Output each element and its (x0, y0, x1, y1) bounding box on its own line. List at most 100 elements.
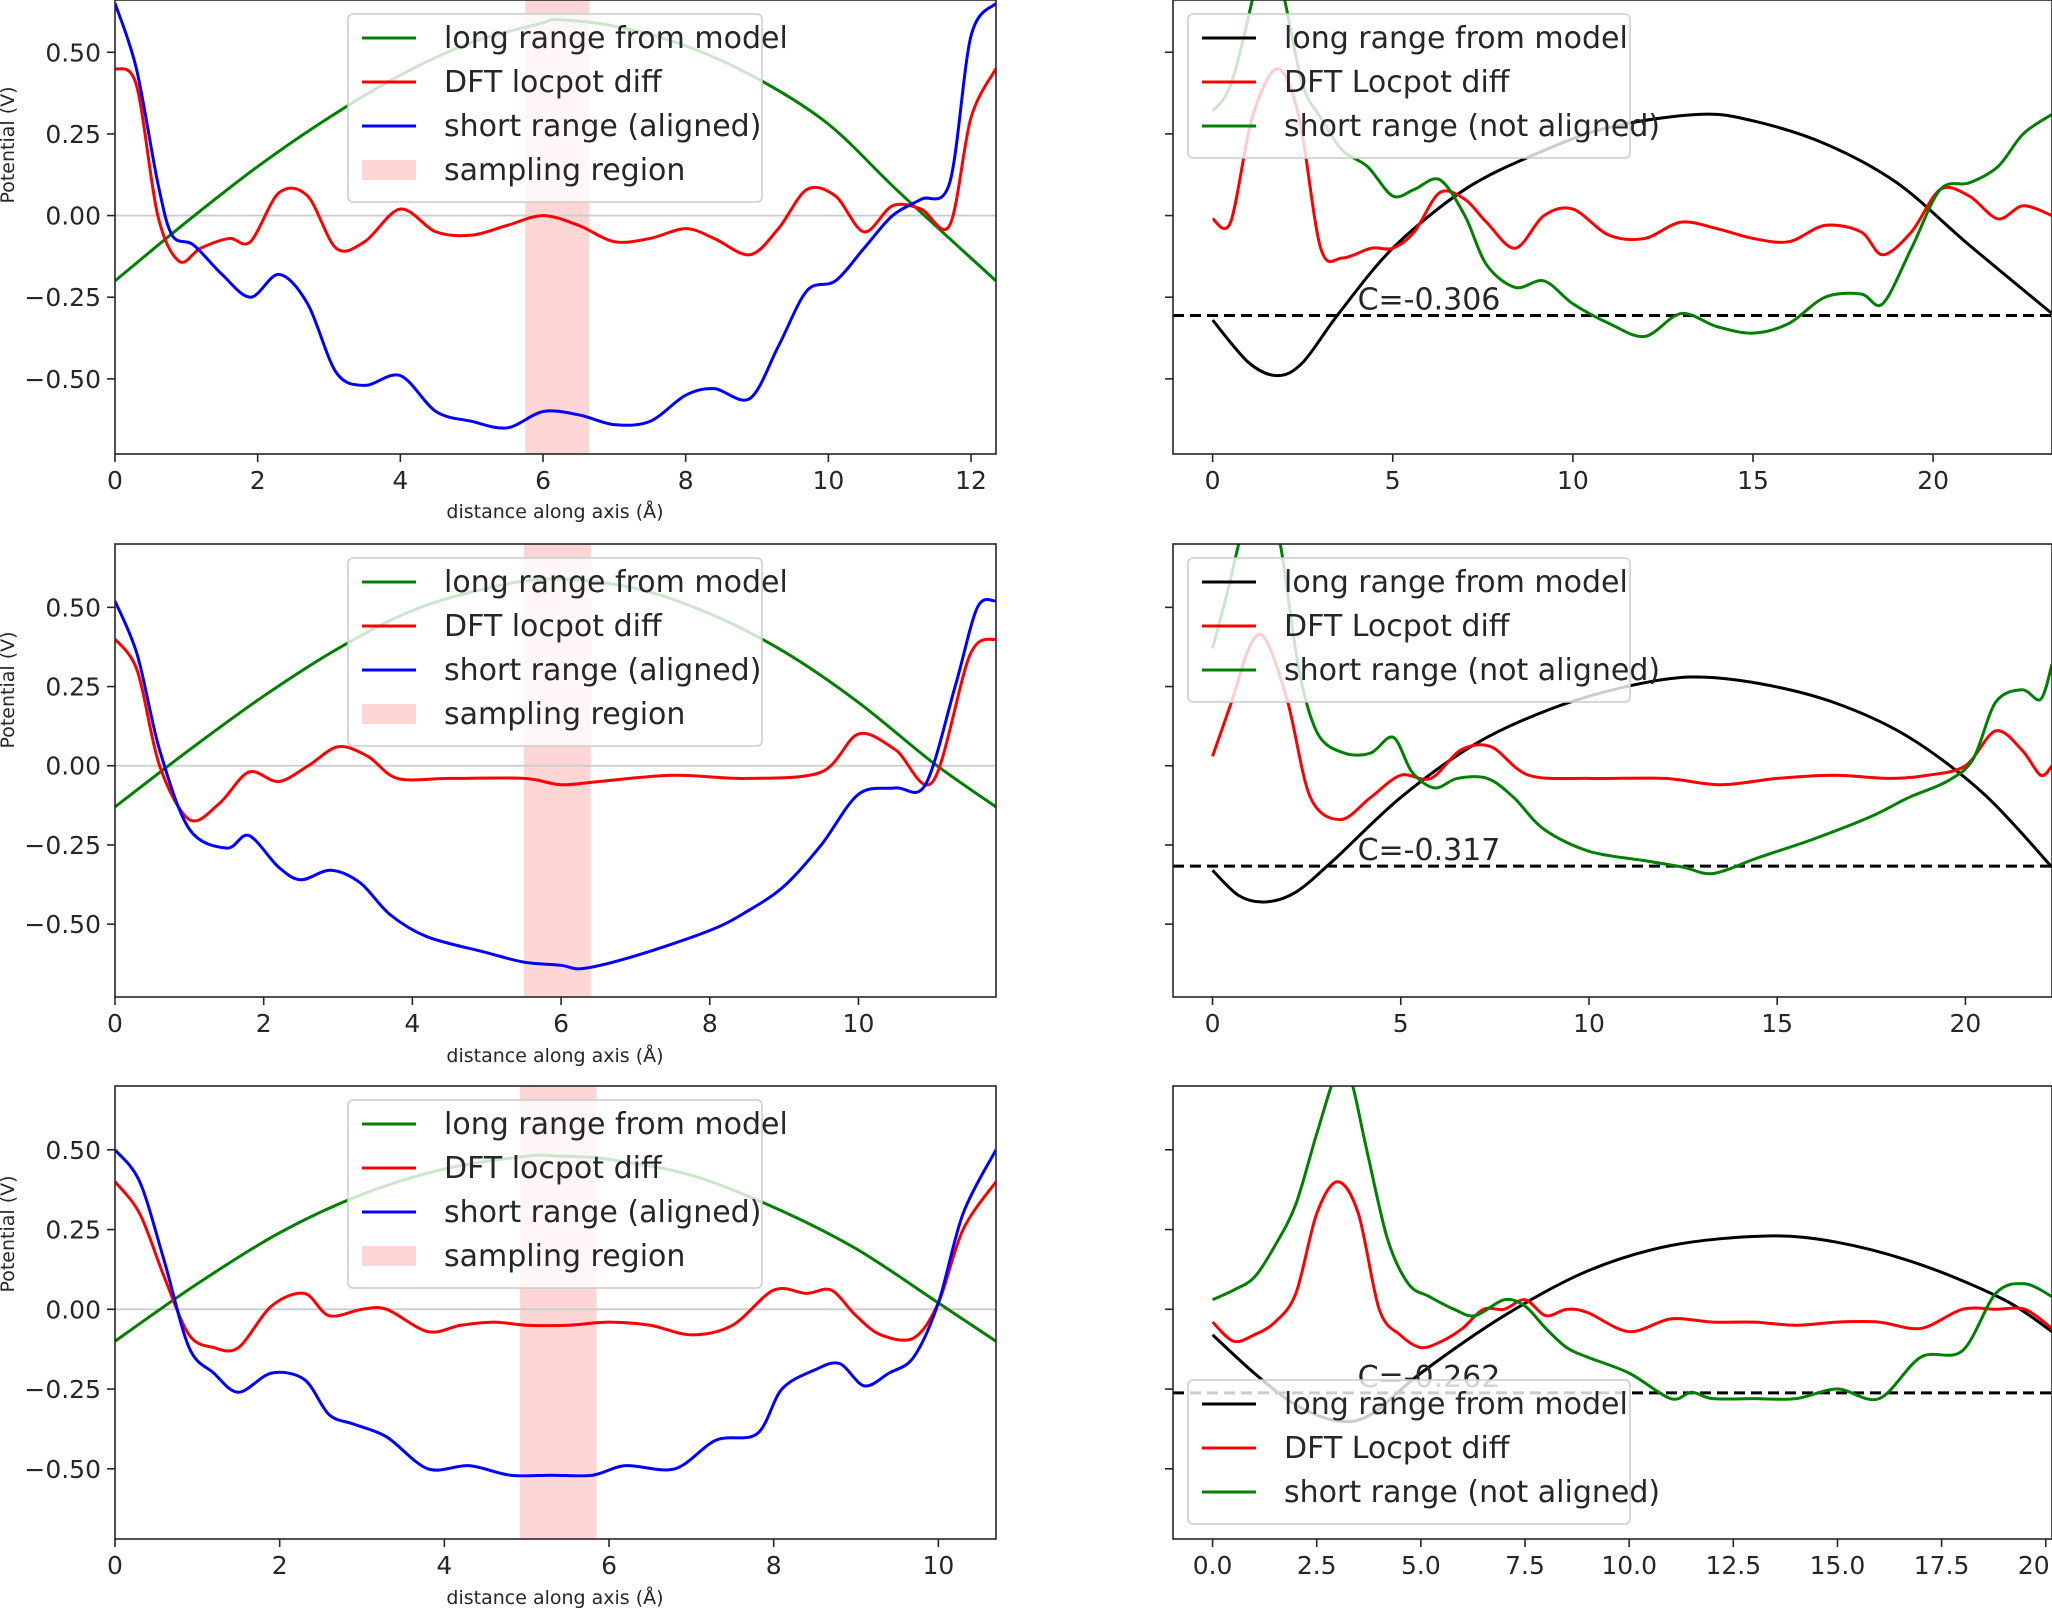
legend-label: DFT Locpot diff (1284, 1431, 1511, 1466)
legend-label: DFT locpot diff (444, 609, 663, 644)
axes-frame (1172, 543, 2052, 998)
legend: long range from model DFT Locpot diff shor… (1187, 557, 1660, 703)
x-tick-label: 2.5 (1297, 1551, 1337, 1580)
y-tick-label: −0.25 (24, 1375, 101, 1404)
legend-label: short range (aligned) (444, 653, 761, 688)
y-tick-label: 0.50 (45, 38, 101, 67)
x-tick-label: 0 (107, 466, 123, 495)
y-tick-label: 0.00 (45, 752, 101, 781)
axes-frame (1172, 1085, 2052, 1540)
x-tick-label: 5 (1385, 466, 1401, 495)
series-line-1 (115, 67, 996, 264)
legend-label: DFT locpot diff (444, 1151, 663, 1186)
y-tick-label: 0.25 (45, 120, 101, 149)
x-axis-label: distance along axis (Å) (446, 500, 663, 523)
y-axis-label: Potential (V) (0, 1175, 19, 1292)
legend-label: short range (aligned) (444, 109, 761, 144)
plot-area (1173, 1086, 2052, 1424)
x-tick-label: 20 (1950, 1009, 1982, 1038)
chart-panel-row1-left: 0 2 4 6 8 10 12 −0.50 −0.25 0.00 0.25 0.50 distance … (0, 0, 997, 523)
legend-label: sampling region (444, 1239, 685, 1274)
legend-label: short range (aligned) (444, 1195, 761, 1230)
axes-frame (114, 1085, 997, 1540)
legend-label: DFT Locpot diff (1284, 65, 1511, 100)
x-tick-label: 2 (272, 1551, 288, 1580)
x-tick-label: 8 (702, 1009, 718, 1038)
legend-patch-swatch (362, 1246, 416, 1266)
x-tick-label: 0 (1205, 466, 1221, 495)
x-tick-label: 15 (1761, 1009, 1793, 1038)
legend-frame (347, 557, 763, 747)
x-tick-label: 0.0 (1193, 1551, 1233, 1580)
legend-label: DFT Locpot diff (1284, 609, 1511, 644)
x-tick-label: 2 (256, 1009, 272, 1038)
x-tick-label: 20 (1917, 466, 1949, 495)
x-axis-label: distance along axis (Å) (446, 1586, 663, 1609)
x-tick-label: 0 (107, 1551, 123, 1580)
x-tick-label: 20.0 (2018, 1551, 2052, 1580)
x-tick-label: 12 (955, 466, 987, 495)
legend-label: long range from model (444, 1107, 788, 1142)
x-tick-label: 7.5 (1505, 1551, 1545, 1580)
x-tick-label: 6 (535, 466, 551, 495)
x-tick-label: 2 (250, 466, 266, 495)
x-tick-label: 5.0 (1401, 1551, 1441, 1580)
series-line-1 (115, 1180, 996, 1353)
legend-label: short range (not aligned) (1284, 1475, 1660, 1510)
x-tick-label: 0 (1205, 1009, 1221, 1038)
legend: long range from model DFT locpot diff shor… (347, 13, 788, 203)
x-tick-label: 8 (678, 466, 694, 495)
x-tick-label: 10 (922, 1551, 954, 1580)
x-tick-label: 15 (1737, 466, 1769, 495)
series-line-2 (115, 2, 996, 430)
y-tick-label: 0.25 (45, 1216, 101, 1245)
legend-frame (1187, 13, 1631, 159)
x-tick-label: 5 (1393, 1009, 1409, 1038)
constant-annotation: C=-0.317 (1358, 833, 1501, 868)
y-tick-label: −0.25 (24, 283, 101, 312)
legend-label: sampling region (444, 697, 685, 732)
legend-patch-swatch (362, 704, 416, 724)
x-tick-label: 10 (843, 1009, 875, 1038)
x-tick-label: 4 (436, 1551, 452, 1580)
series-line-1 (1211, 67, 2052, 264)
chart-panel-row1-right: 0 5 10 15 20 C=-0.306 long range from model DFT… (1165, 0, 2052, 495)
x-axis-label: distance along axis (Å) (446, 1044, 663, 1067)
legend-label: long range from model (444, 565, 788, 600)
y-tick-label: −0.50 (24, 1455, 101, 1484)
legend-frame (1187, 557, 1631, 703)
axes-frame (114, 543, 997, 998)
y-tick-label: 0.00 (45, 1295, 101, 1324)
series-line-2 (115, 1148, 996, 1478)
chart-panel-row3-left: 0 2 4 6 8 10 −0.50 −0.25 0.00 0.25 0.50 distance al… (0, 1085, 997, 1609)
chart-panel-row2-left: 0 2 4 6 8 10 −0.50 −0.25 0.00 0.25 0.50 distance al… (0, 543, 997, 1067)
axes-frame (114, 0, 997, 455)
legend: long range from model DFT Locpot diff shor… (1187, 13, 1660, 159)
legend-label: long range from model (1284, 1387, 1628, 1422)
series-line-0 (1211, 675, 2052, 904)
legend-label: DFT locpot diff (444, 65, 663, 100)
legend-label: sampling region (444, 153, 685, 188)
y-tick-label: −0.50 (24, 910, 101, 939)
x-tick-label: 6 (601, 1551, 617, 1580)
y-axis-label: Potential (V) (0, 86, 19, 203)
legend-label: long range from model (1284, 565, 1628, 600)
y-tick-label: 0.25 (45, 673, 101, 702)
legend-patch-swatch (362, 160, 416, 180)
x-tick-label: 4 (392, 466, 408, 495)
legend: long range from model DFT locpot diff shor… (347, 1099, 788, 1289)
x-tick-label: 10 (1573, 1009, 1605, 1038)
legend-frame (347, 13, 763, 203)
x-tick-label: 8 (766, 1551, 782, 1580)
legend-frame (347, 1099, 763, 1289)
series-line-2 (115, 597, 996, 971)
x-tick-label: 17.5 (1914, 1551, 1970, 1580)
legend-frame (1187, 1379, 1631, 1525)
y-axis-label: Potential (V) (0, 631, 19, 748)
x-tick-label: 10 (812, 466, 844, 495)
x-tick-label: 15.0 (1810, 1551, 1866, 1580)
axes-frame (1172, 0, 2052, 455)
legend: long range from model DFT Locpot diff shor… (1187, 1379, 1660, 1525)
x-tick-label: 4 (404, 1009, 420, 1038)
